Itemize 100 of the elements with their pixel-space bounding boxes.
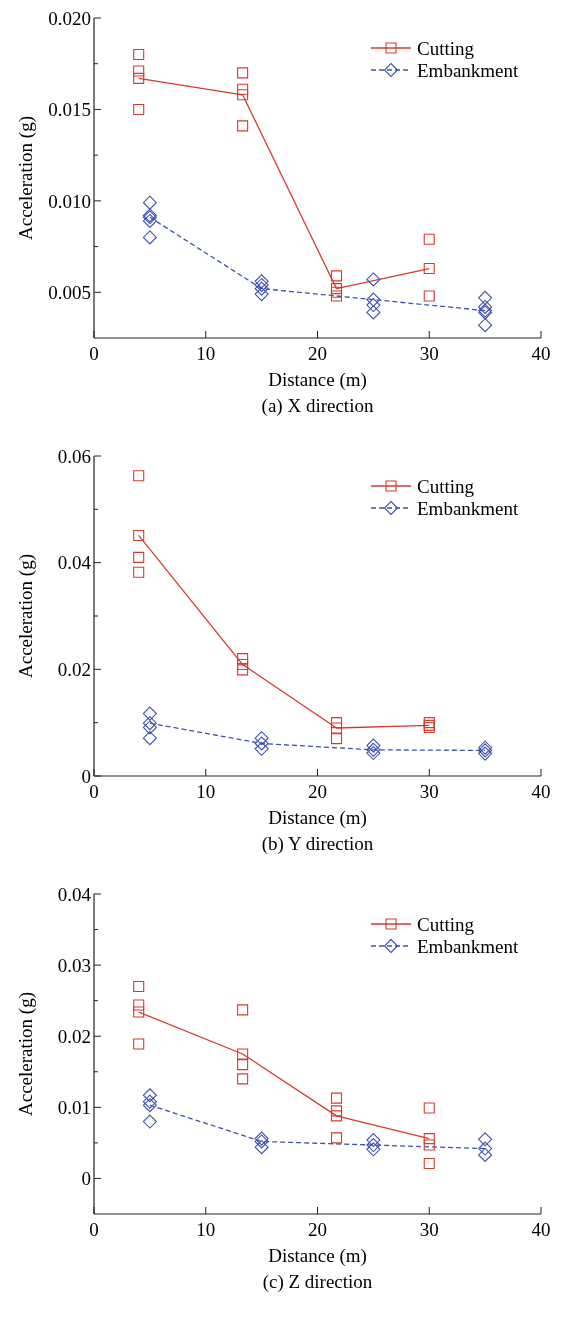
y-axis-title: Acceleration (g) [15,554,37,678]
x-axis-title: Distance (m) [268,1245,367,1267]
point [133,470,145,482]
point [133,566,145,578]
point [423,1157,435,1170]
y-tick-label: 0 [81,1168,91,1190]
point [423,262,435,275]
point [423,233,435,245]
point [478,1132,493,1147]
point [142,195,157,210]
point [237,120,249,132]
point [237,67,249,79]
point [478,318,493,333]
point [133,49,145,61]
point [366,305,381,320]
legend-label: Embankment [417,59,520,81]
point [237,89,249,101]
point [142,1114,157,1129]
point [330,270,343,282]
y-tick-label: 0.04 [57,552,92,574]
point [133,999,145,1011]
x-tick-label: 30 [419,343,439,364]
y-tick-label: 0.03 [57,954,91,976]
y-tick-label: 0.010 [48,190,91,212]
point [133,72,145,84]
y-tick-label: 0.020 [48,7,91,29]
point [254,736,269,751]
point [254,277,269,293]
x-tick-label: 30 [419,781,439,802]
point [133,551,145,563]
point [254,741,269,756]
point [237,1004,249,1016]
point [142,1088,157,1103]
legend-label: Cutting [417,37,475,59]
point [254,274,269,289]
point [330,717,343,729]
y-tick-label: 0.02 [57,1025,91,1047]
x-tick-label: 10 [196,1219,216,1240]
point [237,664,249,676]
y-tick-label: 0.04 [57,883,92,905]
point [133,103,145,115]
x-tick-label: 10 [196,781,216,802]
point [254,1140,269,1155]
point [142,720,157,735]
point [330,1132,343,1144]
point [330,733,343,745]
x-tick-label: 30 [419,1219,439,1240]
point [133,980,145,992]
point [237,1073,249,1085]
point [142,731,157,746]
y-tick-label: 0.01 [57,1096,91,1118]
point [478,1141,493,1156]
point [366,742,381,757]
point [330,290,343,302]
x-tick-label: 20 [308,343,327,364]
point [423,1139,435,1151]
point [254,731,269,746]
y-tick-label: 0.005 [48,281,91,303]
point [366,746,381,761]
x-tick-label: 20 [308,781,327,802]
point [237,658,249,671]
point [330,722,343,734]
x-tick-label: 40 [531,343,551,364]
legend-label: Embankment [417,497,520,519]
x-tick-label: 10 [196,343,216,364]
point [133,529,145,542]
point [142,716,157,731]
point [237,1048,249,1060]
point [142,1098,157,1113]
point [142,230,157,245]
point [366,1132,381,1148]
point [366,298,381,313]
text: (a) X direction [261,395,374,417]
x-axis-title: Distance (m) [268,369,367,391]
point [142,706,157,721]
y-tick-label: 0.06 [57,445,91,467]
point [423,1102,435,1114]
y-tick-label: 0 [81,765,91,787]
point [366,272,381,287]
point [237,83,249,95]
point [423,1133,435,1145]
point [133,1006,145,1018]
point [254,281,269,296]
point [142,213,157,229]
point [366,292,381,307]
legend-label: Embankment [417,935,520,957]
point [366,1142,381,1157]
point [237,1059,249,1071]
x-axis-title: Distance (m) [268,807,367,829]
y-tick-label: 0.02 [57,658,91,680]
point [142,1094,157,1109]
point [366,1137,381,1153]
y-tick-label: 0.015 [48,99,91,121]
point [478,299,493,314]
x-tick-label: 40 [531,1219,551,1240]
x-tick-label: 40 [531,781,551,802]
point [330,1110,343,1122]
point [330,1105,343,1117]
text: (c) Z direction [262,1271,373,1293]
point [478,1147,493,1163]
